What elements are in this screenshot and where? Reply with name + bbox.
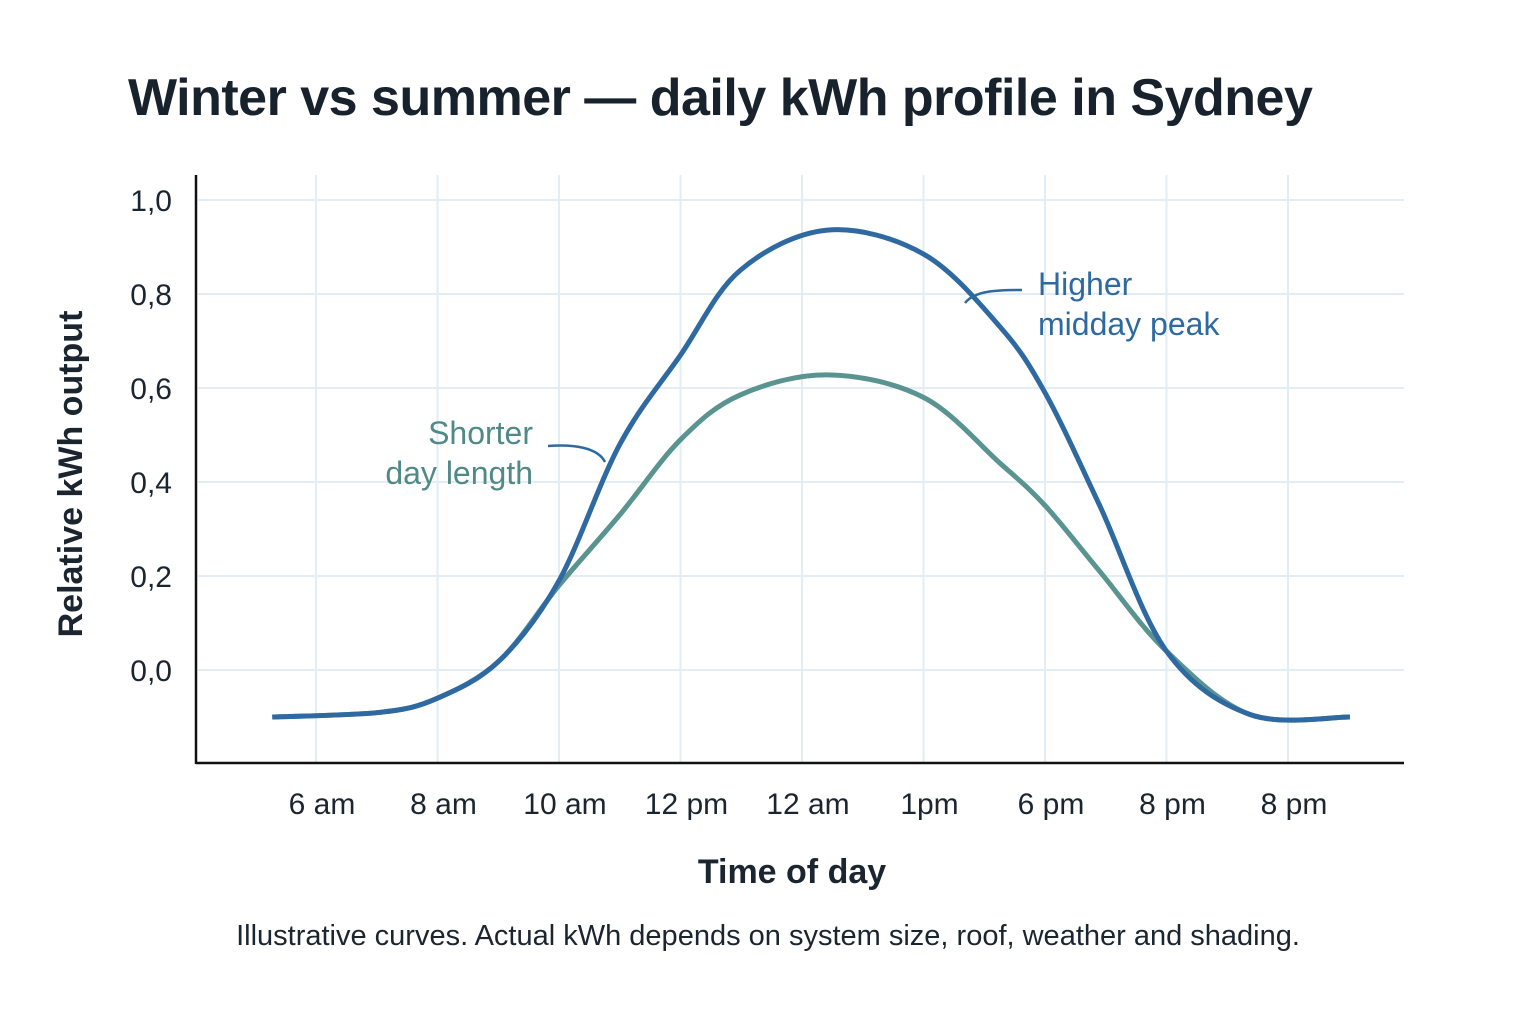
x-tick-label: 8 am xyxy=(410,788,477,821)
y-tick-label: 0,2 xyxy=(130,561,172,594)
x-tick-label: 10 am xyxy=(523,788,606,821)
series-line-summer xyxy=(272,227,1351,723)
annotation-summer-line1: Higher xyxy=(1038,266,1133,302)
y-tick-label: 0,4 xyxy=(130,467,172,500)
y-tick-label: 0,6 xyxy=(130,373,172,406)
annotation-summer-line2: midday peak xyxy=(1038,306,1220,342)
annotation-leader-summer xyxy=(964,288,1023,304)
y-tick-label: 0,8 xyxy=(130,279,172,312)
grid xyxy=(198,175,1404,762)
x-tick-label: 1pm xyxy=(900,788,958,821)
x-tick-label: 12 am xyxy=(766,788,849,821)
x-tick-label: 8 pm xyxy=(1261,788,1328,821)
x-tick-label: 6 am xyxy=(289,788,356,821)
annotation-winter-line2: day length xyxy=(385,455,533,491)
x-axis-title: Time of day xyxy=(698,853,886,891)
y-tick-label: 1,0 xyxy=(130,185,172,218)
x-tick-label: 8 pm xyxy=(1139,788,1206,821)
chart-title: Winter vs summer — daily kWh profile in … xyxy=(128,69,1313,127)
footnote: Illustrative curves. Actual kWh depends … xyxy=(236,920,1300,952)
x-tick-label: 6 pm xyxy=(1018,788,1085,821)
annotation-leader-winter xyxy=(547,444,607,463)
annotation-winter-line1: Shorter xyxy=(428,415,533,451)
x-tick-label: 12 pm xyxy=(645,788,728,821)
y-tick-label: 0,0 xyxy=(130,655,172,688)
y-axis-title: Relative kWh output xyxy=(52,311,90,638)
